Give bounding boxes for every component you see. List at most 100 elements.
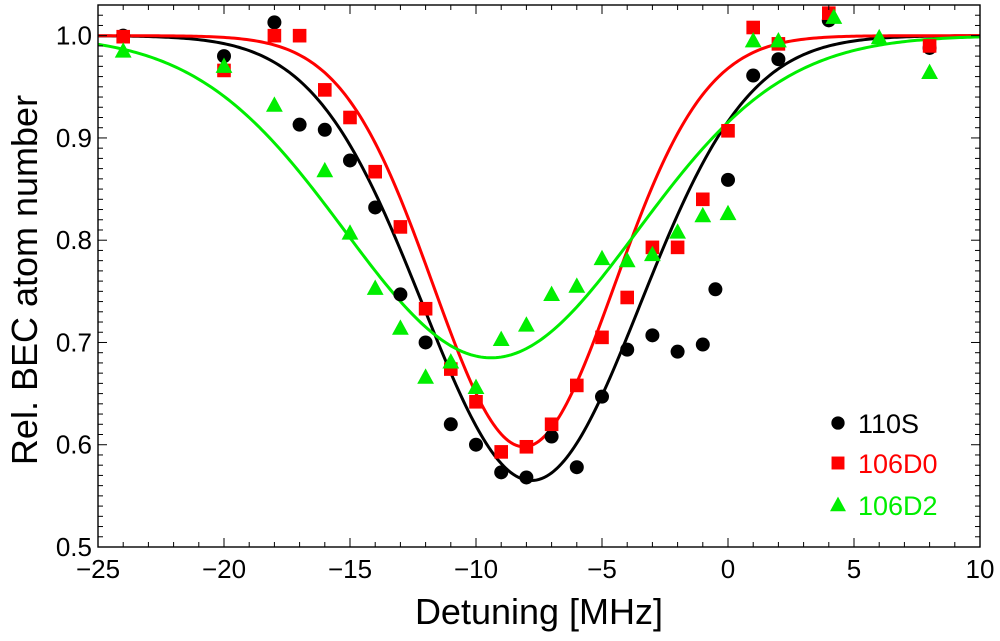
- point-110S: [708, 282, 723, 297]
- point-106D2: [316, 161, 334, 178]
- legend-marker-106D2: [830, 496, 846, 512]
- point-106D2: [266, 96, 283, 112]
- point-106D0: [418, 301, 433, 316]
- point-110S: [645, 328, 660, 343]
- point-106D0: [595, 330, 609, 345]
- legend-item-110S: 110S: [831, 409, 919, 439]
- point-106D0: [368, 164, 382, 179]
- point-110S: [494, 465, 509, 480]
- legend-label: 106D0: [858, 449, 938, 479]
- fit-curve-106D0: [98, 34, 980, 449]
- point-106D2: [114, 42, 132, 58]
- point-106D0: [570, 378, 584, 393]
- y-tick-label: 0.7: [56, 327, 92, 357]
- point-106D0: [620, 290, 634, 305]
- point-106D2: [770, 31, 787, 48]
- point-106D2: [694, 206, 712, 223]
- point-106D0: [721, 123, 735, 138]
- point-106D2: [366, 279, 384, 295]
- legend-item-106D0: 106D0: [831, 449, 938, 479]
- point-110S: [393, 287, 408, 302]
- point-106D2: [618, 251, 636, 268]
- x-tick-label: −25: [76, 554, 120, 584]
- point-106D2: [669, 223, 686, 239]
- x-tick-label: 0: [721, 554, 735, 584]
- point-106D0: [544, 417, 559, 432]
- x-tick-label: 10: [966, 554, 995, 584]
- point-106D2: [518, 316, 535, 332]
- x-tick-label: 5: [847, 554, 861, 584]
- point-106D2: [492, 330, 510, 346]
- x-tick-label: −10: [454, 554, 498, 584]
- point-110S: [595, 389, 609, 404]
- point-110S: [443, 417, 458, 432]
- point-106D0: [922, 39, 937, 53]
- legend-item-106D2: 106D2: [830, 491, 938, 521]
- point-110S: [620, 342, 635, 357]
- y-tick-label: 0.9: [56, 123, 92, 153]
- point-110S: [695, 337, 710, 352]
- point-106D2: [467, 378, 485, 395]
- y-tick-label: 0.8: [56, 225, 92, 255]
- legend-label: 106D2: [858, 491, 938, 521]
- point-110S: [292, 117, 307, 132]
- point-106D0: [343, 110, 357, 125]
- legend-marker-110S: [831, 416, 845, 430]
- point-106D2: [744, 31, 762, 48]
- y-tick-label: 0.6: [56, 430, 92, 460]
- point-110S: [670, 344, 685, 359]
- point-106D2: [825, 8, 843, 24]
- point-106D2: [593, 249, 611, 266]
- point-110S: [544, 429, 559, 444]
- legend-label: 110S: [858, 409, 919, 439]
- legend-marker-106D0: [831, 456, 845, 470]
- point-106D0: [519, 439, 534, 454]
- point-106D0: [696, 192, 710, 207]
- point-106D0: [292, 28, 307, 43]
- point-106D2: [568, 277, 586, 293]
- point-106D2: [870, 28, 888, 45]
- point-110S: [343, 153, 357, 168]
- axis-ticks: −25 −20 −15 −10 −5 0 5 10 0.5 0.6 0.7 0.8 0.9 1.0: [56, 4, 995, 584]
- point-106D0: [670, 240, 685, 255]
- x-tick-label: −5: [587, 554, 617, 584]
- point-106D0: [393, 220, 408, 234]
- plot-frame: [97, 4, 981, 548]
- x-tick-label: −20: [202, 554, 246, 584]
- point-106D0: [746, 20, 760, 35]
- point-110S: [771, 52, 786, 67]
- point-110S: [368, 200, 383, 215]
- point-106D2: [442, 353, 460, 369]
- y-tick-label: 0.5: [56, 532, 92, 562]
- point-110S: [519, 470, 534, 485]
- point-106D0: [267, 28, 282, 43]
- point-110S: [317, 122, 332, 137]
- point-106D2: [417, 368, 434, 384]
- point-106D2: [392, 319, 409, 335]
- point-106D2: [341, 224, 359, 240]
- point-106D2: [215, 57, 233, 73]
- point-106D0: [116, 29, 130, 44]
- point-110S: [217, 49, 231, 64]
- point-106D0: [469, 394, 483, 409]
- point-106D0: [318, 83, 332, 97]
- fit-curve-110S: [97, 34, 981, 483]
- x-axis-title: Detuning [MHz]: [415, 591, 663, 632]
- x-tick-label: −15: [328, 554, 372, 584]
- point-110S: [418, 335, 433, 350]
- y-axis-title: Rel. BEC atom number: [4, 95, 45, 465]
- point-110S: [569, 460, 584, 475]
- fit-curves: [97, 34, 981, 483]
- legend: 110S 106D0 106D2: [830, 409, 938, 521]
- point-106D2: [543, 285, 560, 301]
- point-106D0: [494, 445, 508, 459]
- point-110S: [267, 15, 282, 30]
- point-110S: [746, 68, 761, 83]
- data-markers: [114, 6, 938, 485]
- fit-curve-106D2: [97, 35, 981, 360]
- point-110S: [469, 437, 483, 452]
- point-106D2: [719, 204, 737, 221]
- point-110S: [721, 172, 735, 187]
